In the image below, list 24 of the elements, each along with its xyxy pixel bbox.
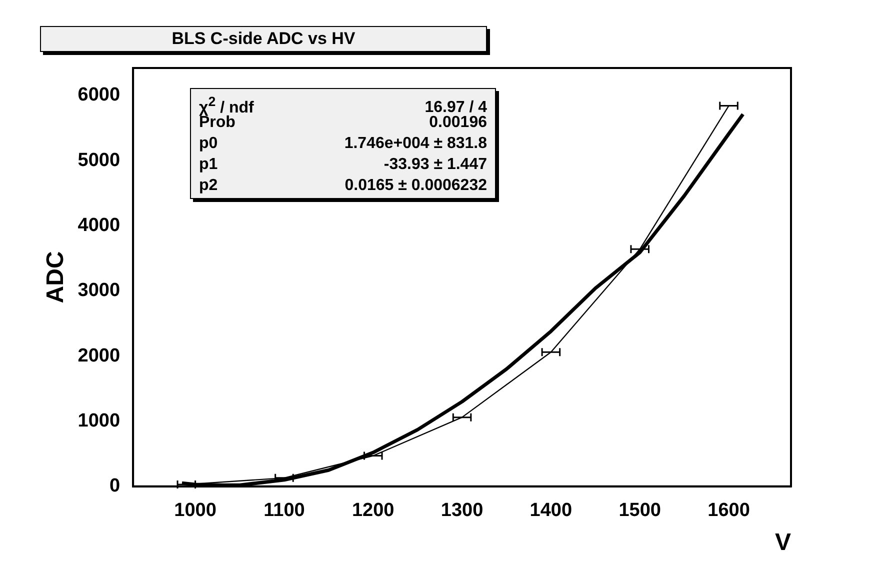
x-tick-label: 1600 xyxy=(708,500,750,522)
x-tick-label: 1300 xyxy=(440,500,484,522)
y-axis-title: ADC xyxy=(42,251,70,304)
annotation: p2 xyxy=(199,176,218,196)
annotation: p1 xyxy=(199,155,218,175)
y-tick-label: 2000 xyxy=(78,345,120,366)
annotation: χ$^{2}$ / ndf xyxy=(199,93,254,116)
annotation: 0.0165 ± 0.0006232 xyxy=(344,176,487,196)
x-tick-label: 1500 xyxy=(618,500,661,522)
x-tick-label: 1000 xyxy=(174,500,216,522)
annotation: p0 xyxy=(199,134,218,154)
x-tick-label: 1400 xyxy=(530,500,572,522)
y-tick-label: 3000 xyxy=(78,280,120,302)
x-tick-label: 1200 xyxy=(352,500,394,522)
y-tick-label: 5000 xyxy=(78,150,120,171)
x-tick-label: 1100 xyxy=(264,500,305,522)
y-tick-label: 4000 xyxy=(78,214,120,236)
y-tick-label: 0 xyxy=(109,476,120,497)
annotation: 1.746e+004 ± 831.8 xyxy=(344,134,487,154)
y-tick-label: 6000 xyxy=(78,84,120,106)
x-axis-title: V xyxy=(774,529,791,556)
y-tick-label: 1000 xyxy=(78,410,120,432)
annotation: -33.93 ± 1.447 xyxy=(384,155,487,175)
chart-title: BLS C-side ADC vs HV xyxy=(40,26,487,52)
